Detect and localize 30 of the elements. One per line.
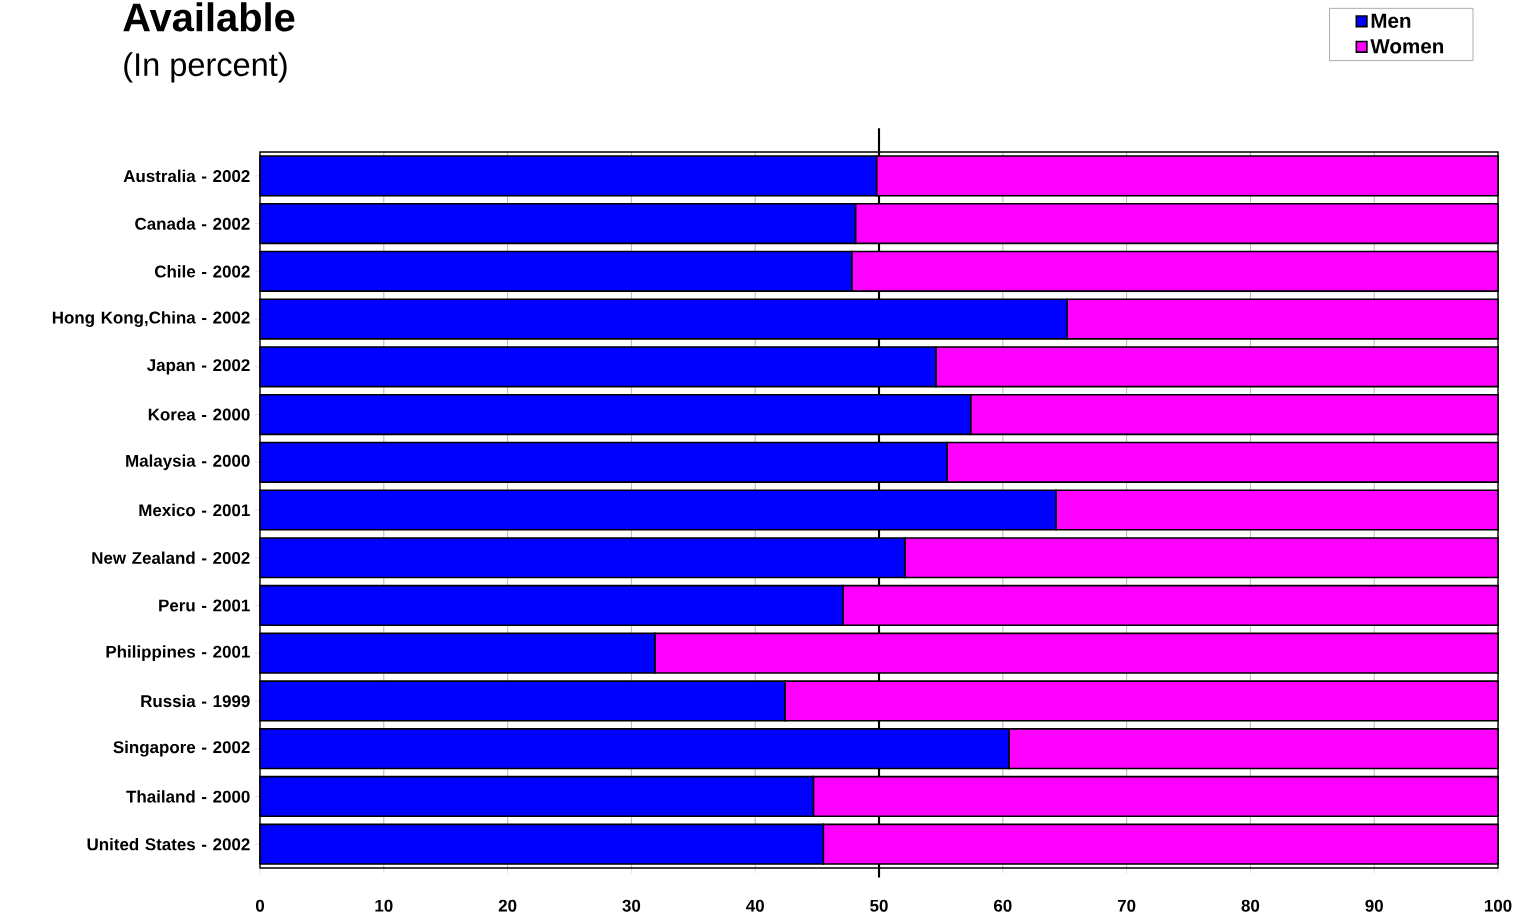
y-tick-label: Russia - 1999: [141, 694, 250, 708]
y-tick-label: Malaysia - 2000: [126, 454, 250, 471]
y-tick-label: Australia - 2002: [123, 169, 250, 183]
x-tick-label: 90: [1365, 899, 1383, 912]
legend-label: Women: [1370, 39, 1444, 54]
x-tick-label: 40: [746, 899, 764, 912]
y-tick-label: Japan - 2002: [147, 359, 250, 375]
y-tick-label: United States - 2002: [87, 837, 250, 851]
x-tick-label: 100: [1484, 899, 1512, 912]
y-tick-label: Thailand - 2000: [126, 790, 250, 803]
x-tick-label: 80: [1241, 899, 1260, 912]
y-tick-label: Canada - 2002: [135, 217, 250, 230]
x-tick-label: 10: [375, 899, 393, 912]
y-tick-label: New Zealand - 2002: [92, 551, 250, 564]
chart-title: Available: [123, 2, 295, 32]
y-tick-label: Philippines - 2001: [106, 645, 250, 662]
y-tick-label: Korea - 2000: [148, 408, 250, 421]
y-tick-label: Peru - 2001: [159, 599, 250, 612]
chart-subtitle: (In percent): [124, 52, 287, 83]
x-tick-label: 30: [622, 899, 641, 912]
x-tick-label: 50: [870, 899, 888, 912]
y-tick-label: Singapore - 2002: [113, 740, 250, 757]
y-tick-label: Mexico - 2001: [139, 503, 250, 517]
x-tick-label: 20: [498, 899, 517, 912]
y-tick-label: Chile - 2002: [154, 265, 250, 278]
y-tick-label: Hong Kong,China - 2002: [52, 311, 250, 327]
x-tick-label: 0: [255, 899, 265, 912]
x-tick-label: 60: [994, 899, 1012, 912]
x-tick-label: 70: [1117, 899, 1136, 912]
legend-label: Men: [1371, 13, 1411, 29]
